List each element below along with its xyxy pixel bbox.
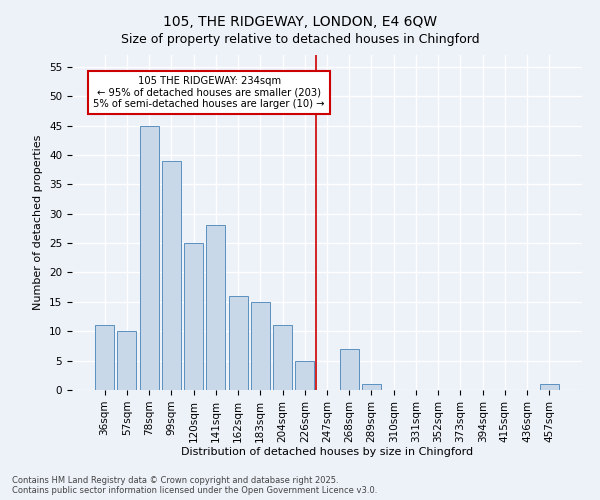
Bar <box>340 349 359 390</box>
Text: 105, THE RIDGEWAY, LONDON, E4 6QW: 105, THE RIDGEWAY, LONDON, E4 6QW <box>163 15 437 29</box>
Text: 105 THE RIDGEWAY: 234sqm
← 95% of detached houses are smaller (203)
5% of semi-d: 105 THE RIDGEWAY: 234sqm ← 95% of detach… <box>94 76 325 109</box>
Bar <box>540 384 559 390</box>
Bar <box>206 226 225 390</box>
Bar <box>140 126 158 390</box>
Bar <box>118 331 136 390</box>
Bar <box>251 302 270 390</box>
Bar <box>273 326 292 390</box>
Bar <box>95 326 114 390</box>
Y-axis label: Number of detached properties: Number of detached properties <box>34 135 43 310</box>
Bar <box>362 384 381 390</box>
Bar <box>295 360 314 390</box>
Text: Size of property relative to detached houses in Chingford: Size of property relative to detached ho… <box>121 32 479 46</box>
Bar <box>184 243 203 390</box>
Text: Contains HM Land Registry data © Crown copyright and database right 2025.
Contai: Contains HM Land Registry data © Crown c… <box>12 476 377 495</box>
X-axis label: Distribution of detached houses by size in Chingford: Distribution of detached houses by size … <box>181 448 473 458</box>
Bar <box>162 161 181 390</box>
Bar <box>229 296 248 390</box>
